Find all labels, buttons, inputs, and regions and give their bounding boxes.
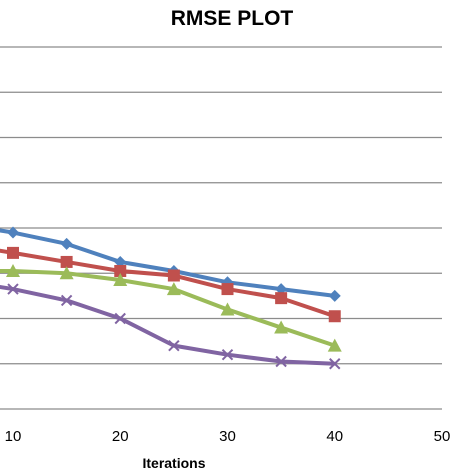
data-point xyxy=(274,320,289,334)
x-tick-label: 40 xyxy=(326,428,343,445)
x-tick-label: 30 xyxy=(219,428,236,445)
series-triangle xyxy=(0,263,342,352)
data-point xyxy=(60,294,73,307)
data-point xyxy=(114,264,127,277)
series-x xyxy=(0,283,341,370)
series-square xyxy=(0,246,341,323)
series-line xyxy=(0,248,336,319)
x-axis-label: Iterations xyxy=(142,455,205,471)
data-point xyxy=(328,310,341,323)
data-point xyxy=(60,255,73,268)
data-point xyxy=(329,358,341,370)
data-point xyxy=(6,263,20,277)
series-line xyxy=(0,228,336,298)
data-point xyxy=(327,338,342,352)
data-point xyxy=(59,266,74,280)
data-point xyxy=(221,283,234,296)
data-point xyxy=(220,302,235,316)
data-point xyxy=(113,273,128,287)
x-tick-label: 10 xyxy=(5,428,22,445)
x-tick-label: 20 xyxy=(112,428,129,445)
data-point xyxy=(166,282,181,296)
data-point xyxy=(275,283,288,296)
data-point xyxy=(167,269,180,282)
data-point xyxy=(7,226,19,239)
series-line xyxy=(0,268,336,348)
data-point xyxy=(221,348,234,361)
data-point xyxy=(7,246,19,259)
data-point xyxy=(328,289,341,302)
x-tick-label: 50 xyxy=(434,428,451,445)
series-line xyxy=(0,284,335,366)
data-point xyxy=(7,283,19,295)
x-tick-labels: 10 20 30 40 50 xyxy=(5,428,451,445)
data-point xyxy=(114,312,126,325)
chart-title: RMSE PLOT xyxy=(171,7,294,30)
data-point xyxy=(60,237,73,250)
series-diamond xyxy=(0,226,341,302)
data-point xyxy=(168,339,180,352)
data-point xyxy=(275,292,288,305)
series-group xyxy=(0,226,342,370)
data-point xyxy=(275,355,287,368)
data-point xyxy=(114,255,127,268)
